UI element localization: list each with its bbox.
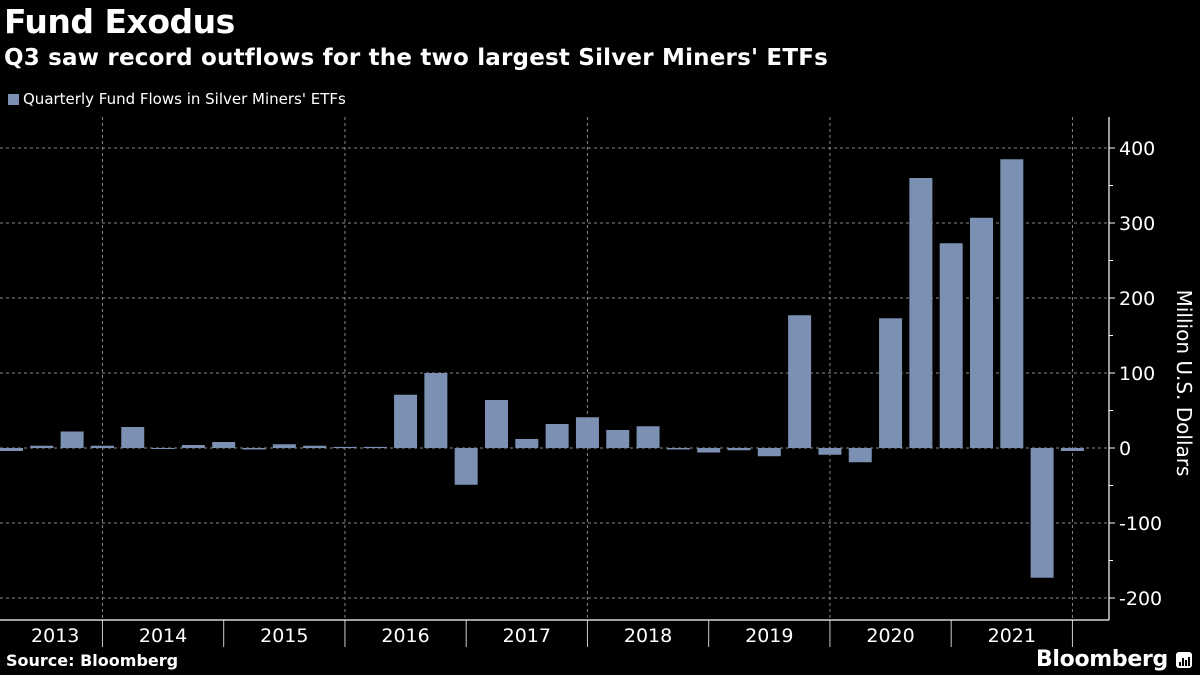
- bar: [1030, 448, 1054, 578]
- brand-name: Bloomberg: [1035, 647, 1168, 672]
- bar: [848, 448, 872, 463]
- x-tick-label: 2013: [31, 625, 79, 647]
- bar: [727, 448, 751, 451]
- bar: [1000, 159, 1024, 448]
- y-tick-label: 400: [1119, 138, 1155, 160]
- bar: [90, 445, 114, 448]
- x-tick-label: 2014: [139, 625, 187, 647]
- bar: [272, 444, 296, 448]
- bloomberg-chart-icon: [1176, 651, 1192, 668]
- bar: [757, 448, 781, 457]
- bar: [485, 400, 508, 448]
- x-tick-label: 2017: [503, 625, 551, 647]
- bar: [970, 217, 993, 448]
- bar: [606, 430, 630, 448]
- bar: [333, 446, 357, 448]
- y-tick-label: -200: [1119, 588, 1162, 610]
- y-tick-label: 100: [1119, 363, 1155, 385]
- bar: [939, 243, 963, 448]
- x-tick-labels: 2013 2014 2015 2016 2017 2018 2019 2020 2021: [31, 625, 1036, 647]
- x-tick-label: 2018: [624, 625, 672, 647]
- x-tick-label: 2015: [260, 625, 308, 647]
- bar: [30, 445, 54, 448]
- bar: [363, 446, 387, 448]
- y-tick-label: 200: [1119, 288, 1155, 310]
- bar: [879, 318, 903, 448]
- bar: [909, 178, 933, 448]
- bar: [424, 373, 448, 448]
- bar: [515, 439, 539, 448]
- y-tick-label: -100: [1119, 513, 1162, 535]
- bar: [212, 442, 236, 448]
- bar: [575, 417, 599, 448]
- axes: [0, 117, 1115, 647]
- bar: [151, 448, 175, 449]
- bar: [60, 431, 84, 448]
- legend: Quarterly Fund Flows in Silver Miners' E…: [8, 90, 346, 108]
- bars: [0, 159, 1084, 578]
- bar: [545, 424, 569, 448]
- x-tick-label: 2019: [745, 625, 793, 647]
- bar: [636, 426, 660, 448]
- bar: [697, 448, 721, 453]
- y-tick-label: 300: [1119, 213, 1155, 235]
- x-tick-label: 2021: [988, 625, 1036, 647]
- source-note: Source: Bloomberg: [6, 651, 179, 670]
- legend-swatch: [8, 93, 19, 105]
- bar: [454, 448, 478, 485]
- x-tick-label: 2016: [381, 625, 429, 647]
- bar: [788, 315, 812, 448]
- legend-label: Quarterly Fund Flows in Silver Miners' E…: [23, 90, 346, 108]
- bar: [0, 448, 23, 451]
- y-tick-label: 0: [1119, 438, 1131, 460]
- bar: [666, 448, 690, 450]
- bar: [303, 445, 327, 448]
- x-tick-label: 2020: [866, 625, 914, 647]
- bar: [1060, 448, 1084, 451]
- y-tick-labels: 400 300 200 100 0 -100 -200: [1119, 138, 1162, 610]
- bar: [394, 394, 418, 448]
- bar: [242, 448, 266, 450]
- bar: [121, 427, 145, 448]
- bar: [818, 448, 842, 455]
- brand-logo: Bloomberg: [1036, 647, 1192, 672]
- bar: [181, 445, 205, 448]
- chart-subtitle: Q3 saw record outflows for the two large…: [4, 45, 829, 71]
- chart-title: Fund Exodus: [4, 2, 235, 41]
- y-axis-label: Million U.S. Dollars: [1172, 290, 1196, 477]
